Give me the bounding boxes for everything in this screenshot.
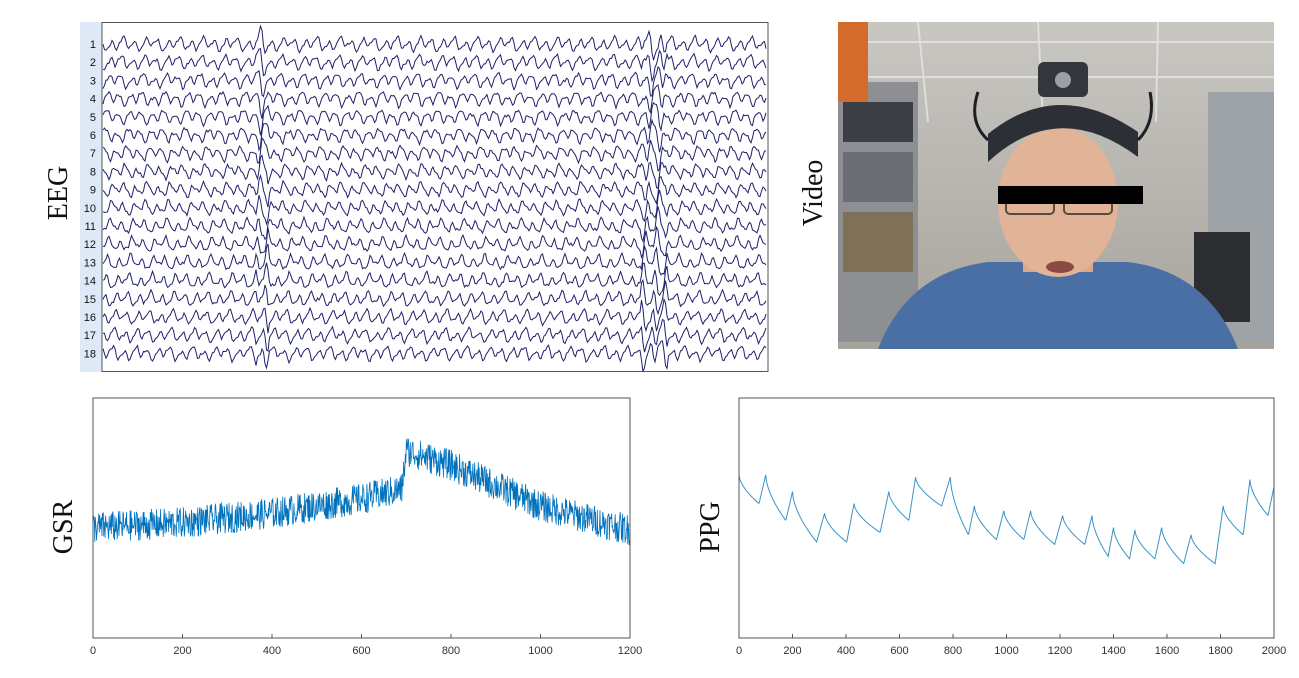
eeg-channel-trace (102, 66, 767, 98)
eeg-channel-label: 4 (90, 94, 96, 106)
ppg-line (738, 474, 1275, 565)
eeg-channel-trace (103, 318, 767, 353)
eeg-channel-label: 3 (90, 75, 96, 87)
video-frame (838, 22, 1274, 349)
x-tick-label: 1400 (1101, 645, 1125, 657)
eeg-channel-label: 2 (90, 57, 96, 69)
eeg-channel-label: 12 (84, 239, 96, 251)
gsr-label: GSR (48, 499, 79, 555)
x-tick-label: 400 (263, 645, 281, 657)
eeg-channel-label: 16 (84, 312, 96, 324)
eeg-channel-label: 18 (84, 348, 96, 360)
eeg-channel-trace (102, 102, 767, 136)
gsr-line (92, 437, 631, 546)
ppg-plot-frame (738, 397, 1275, 639)
eeg-channel-trace (102, 84, 767, 119)
eeg-channel-label: 17 (84, 330, 96, 342)
x-tick-label: 2000 (1262, 645, 1286, 657)
x-tick-label: 200 (173, 645, 191, 657)
video-illustration (838, 22, 1274, 349)
x-tick-label: 1200 (618, 645, 642, 657)
x-tick-label: 1000 (994, 645, 1018, 657)
ppg-trace (738, 474, 1275, 565)
gsr-trace (92, 437, 631, 546)
x-tick-label: 800 (442, 645, 460, 657)
x-tick-label: 200 (783, 645, 801, 657)
eeg-plot-frame (101, 22, 769, 372)
eeg-channel-label: 7 (90, 148, 96, 160)
eeg-traces (102, 24, 767, 373)
eeg-channel-trace (102, 278, 767, 316)
x-tick-label: 1800 (1208, 645, 1232, 657)
ppg-label: PPG (695, 501, 726, 553)
eeg-channel-trace (102, 24, 767, 61)
x-tick-label: 0 (736, 645, 742, 657)
eeg-channel-label: 6 (90, 130, 96, 142)
person-shirt (878, 262, 1238, 349)
x-tick-label: 1600 (1155, 645, 1179, 657)
video-label: Video (798, 159, 829, 227)
eeg-channel-label: 10 (84, 203, 96, 215)
eeg-channel-trace (102, 154, 767, 190)
eeg-channel-trace (102, 173, 767, 208)
eeg-channel-trace (102, 189, 767, 226)
eeg-channel-label: 5 (90, 112, 96, 124)
x-tick-label: 1000 (528, 645, 552, 657)
ppg-x-axis: 0 200 400 600 800 1000 1200 1400 1600 1800 2000 (736, 634, 1286, 657)
eeg-headset (988, 104, 1138, 162)
eeg-channel-label: 14 (84, 276, 96, 288)
eeg-channel-trace (102, 225, 767, 259)
x-tick-label: 600 (890, 645, 908, 657)
gsr-x-axis: 0 200 400 600 800 1000 1200 (90, 634, 642, 657)
eeg-channel-label: 11 (85, 221, 96, 233)
eeg-channel-trace (102, 118, 767, 153)
eeg-channel-trace (102, 206, 767, 243)
eeg-channel-label: 15 (84, 294, 96, 306)
eeg-channel-trace (102, 137, 767, 172)
eeg-channel-label: 9 (90, 185, 96, 197)
eeg-channel-trace (102, 340, 767, 373)
x-tick-label: 400 (837, 645, 855, 657)
eeg-channel-trace (102, 262, 767, 297)
eeg-channel-trace (102, 297, 767, 334)
eeg-channel-trace (102, 48, 767, 83)
eeg-label: EEG (43, 165, 74, 221)
eeg-channel-label-strip (80, 22, 102, 372)
x-tick-label: 800 (944, 645, 962, 657)
eeg-channel-label: 8 (90, 166, 96, 178)
eeg-channel-label: 1 (90, 39, 96, 51)
x-tick-label: 600 (352, 645, 370, 657)
x-tick-label: 1200 (1048, 645, 1072, 657)
eeg-channel-trace (102, 243, 767, 276)
ppg-chart: 0 200 400 600 800 1000 1200 1400 1600 1800 2000 (736, 397, 1286, 657)
eeg-channel-label: 13 (84, 257, 96, 269)
censor-bar (998, 186, 1143, 204)
x-tick-label: 0 (90, 645, 96, 657)
gsr-chart: 0 200 400 600 800 1000 1200 (90, 397, 642, 657)
